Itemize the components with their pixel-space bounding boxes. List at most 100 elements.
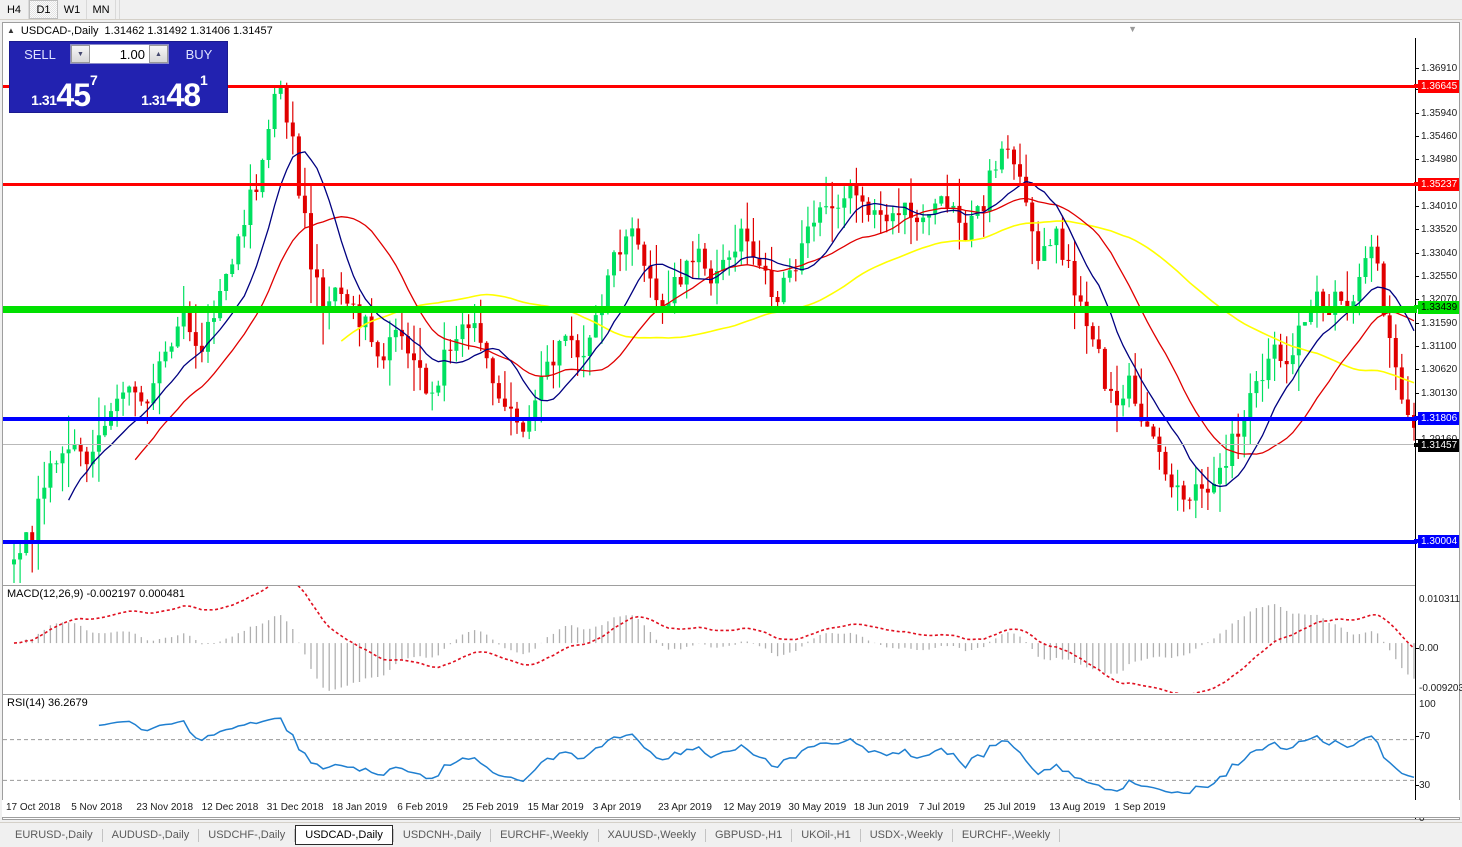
chart-title-bar: ▲ USDCAD-,Daily 1.31462 1.31492 1.31406 … bbox=[3, 23, 1459, 38]
level-price-tag[interactable]: 1.33439 bbox=[1414, 301, 1460, 314]
price-tick-label: 1.32550 bbox=[1421, 271, 1458, 282]
chart-ohlc-values: 1.31462 1.31492 1.31406 1.31457 bbox=[104, 24, 273, 37]
price-tick: 1.30620 bbox=[1416, 364, 1460, 376]
rsi-label: RSI(14) 36.2679 bbox=[7, 697, 88, 709]
price-tick-label: 1.31590 bbox=[1421, 318, 1458, 329]
date-axis-label: 1 Sep 2019 bbox=[1114, 802, 1166, 813]
date-axis-label: 23 Apr 2019 bbox=[658, 802, 712, 813]
chart-tab-ukoilh1[interactable]: UKOil-,H1 bbox=[801, 829, 851, 841]
macd-tick: 0.010311 bbox=[1416, 594, 1460, 606]
macd-plot bbox=[13, 586, 1415, 693]
timeframe-button-d1[interactable]: D1 bbox=[29, 0, 58, 19]
price-tick: 1.32070 bbox=[1416, 294, 1460, 306]
level-tag-marker bbox=[1414, 416, 1418, 420]
buy-label: BUY bbox=[185, 46, 213, 62]
horizontal-level-line[interactable] bbox=[3, 417, 1417, 421]
price-tick-label: 1.30620 bbox=[1421, 364, 1458, 375]
level-tag-marker bbox=[1414, 84, 1418, 88]
level-price-tag[interactable]: 1.31806 bbox=[1414, 412, 1460, 425]
macd-tick-label: 0.00 bbox=[1419, 643, 1439, 654]
timeframe-button-w1[interactable]: W1 bbox=[58, 0, 87, 19]
tab-divider bbox=[597, 828, 599, 842]
sell-label: SELL bbox=[24, 46, 56, 62]
volume-input[interactable]: 1.00 bbox=[119, 46, 145, 62]
chevron-down-icon[interactable]: ▼ bbox=[1128, 24, 1137, 34]
price-tick: 1.33520 bbox=[1416, 224, 1460, 236]
buy-button[interactable]: 1.31 48 1 bbox=[122, 68, 227, 112]
chart-tab-eurusddaily[interactable]: EURUSD-,Daily bbox=[15, 829, 93, 841]
caret-up-icon[interactable]: ▲ bbox=[149, 45, 168, 63]
sell-price-main: 45 bbox=[56, 77, 91, 112]
level-price-tag[interactable]: 1.36645 bbox=[1414, 80, 1460, 93]
timeframe-button-mn[interactable]: MN bbox=[87, 0, 116, 19]
chart-tab-audusddaily[interactable]: AUDUSD-,Daily bbox=[111, 829, 190, 841]
tab-divider bbox=[490, 828, 492, 842]
rsi-tick: 0 bbox=[1416, 813, 1460, 825]
rsi-tick-label: 100 bbox=[1419, 699, 1436, 710]
date-axis-label: 6 Feb 2019 bbox=[397, 802, 448, 813]
chart-tab-eurchfweekly[interactable]: EURCHF-,Weekly bbox=[961, 829, 1051, 841]
chart-symbol-label: USDCAD-,Daily bbox=[20, 24, 99, 37]
buy-price-main: 48 bbox=[166, 77, 201, 112]
price-tick: 1.35460 bbox=[1416, 131, 1460, 143]
horizontal-level-line[interactable] bbox=[3, 85, 1417, 88]
chart-tab-usdchfdaily[interactable]: USDCHF-,Daily bbox=[208, 829, 286, 841]
caret-down-icon[interactable]: ▼ bbox=[71, 45, 90, 63]
horizontal-level-line[interactable] bbox=[3, 306, 1417, 313]
rsi-plot bbox=[3, 717, 1417, 795]
macd-tick-label: 0.010311 bbox=[1419, 594, 1460, 605]
price-tick-label: 1.34980 bbox=[1421, 154, 1458, 165]
horizontal-level-line[interactable] bbox=[3, 183, 1417, 186]
chart-tab-usdcnhdaily[interactable]: USDCNH-,Daily bbox=[402, 829, 482, 841]
price-tick: 1.35940 bbox=[1416, 108, 1460, 120]
macd-indicator-pane[interactable]: MACD(12,26,9) -0.002197 0.000481 bbox=[3, 585, 1417, 693]
date-axis-label: 18 Jan 2019 bbox=[332, 802, 388, 813]
rsi-tick-label: 30 bbox=[1419, 780, 1431, 791]
chart-tab-usdxweekly[interactable]: USDX-,Weekly bbox=[869, 829, 943, 841]
tab-divider bbox=[951, 828, 953, 842]
timeframe-button-h4[interactable]: H4 bbox=[0, 0, 29, 19]
tab-divider bbox=[294, 828, 296, 842]
date-axis-label: 13 Aug 2019 bbox=[1049, 802, 1106, 813]
triangle-up-icon[interactable]: ▲ bbox=[7, 26, 15, 35]
level-price-tag[interactable]: 1.31457 bbox=[1414, 439, 1460, 452]
sell-button[interactable]: 1.31 45 7 bbox=[12, 68, 117, 112]
volume-stepper[interactable]: ▼ 1.00 ▲ bbox=[70, 44, 169, 64]
chart-panel: ▲ USDCAD-,Daily 1.31462 1.31492 1.31406 … bbox=[2, 22, 1462, 824]
price-tick-label: 1.34010 bbox=[1421, 201, 1458, 212]
price-tick: 1.31590 bbox=[1416, 318, 1460, 330]
chart-tab-eurchfweekly[interactable]: EURCHF-,Weekly bbox=[500, 829, 589, 841]
horizontal-level-line[interactable] bbox=[3, 540, 1417, 544]
buy-price-fraction: 1 bbox=[200, 72, 208, 88]
chart-tab-gbpusdh1[interactable]: GBPUSD-,H1 bbox=[714, 829, 783, 841]
price-tick-label: 1.31100 bbox=[1421, 341, 1457, 352]
price-axis-scale[interactable]: 1.369101.364301.359401.354601.349801.344… bbox=[1415, 38, 1462, 824]
buy-price-prefix: 1.31 bbox=[141, 92, 167, 108]
date-axis-label: 15 Mar 2019 bbox=[527, 802, 584, 813]
chart-tab-usdcaddaily[interactable]: USDCAD-,Daily bbox=[295, 825, 393, 845]
macd-label: MACD(12,26,9) -0.002197 0.000481 bbox=[7, 588, 185, 600]
current-price-line bbox=[3, 444, 1417, 445]
rsi-tick-label: 70 bbox=[1419, 731, 1431, 742]
date-axis-label: 31 Dec 2018 bbox=[266, 802, 324, 813]
rsi-tick: 100 bbox=[1416, 699, 1460, 711]
rsi-indicator-pane[interactable]: RSI(14) 36.2679 bbox=[3, 694, 1417, 819]
level-tag-marker bbox=[1414, 305, 1418, 309]
price-tick-label: 1.35460 bbox=[1421, 131, 1458, 142]
date-axis: 17 Oct 2018 5 Nov 2018 23 Nov 2018 12 Dec 2… bbox=[2, 800, 1460, 818]
level-price-tag[interactable]: 1.35237 bbox=[1414, 178, 1460, 191]
price-tick-label: 1.33040 bbox=[1421, 248, 1458, 259]
tab-divider bbox=[101, 828, 103, 842]
tab-divider bbox=[1059, 828, 1061, 842]
date-axis-label: 18 Jun 2019 bbox=[853, 802, 909, 813]
macd-tick: -0.009203 bbox=[1416, 683, 1462, 695]
date-axis-label: 12 May 2019 bbox=[723, 802, 782, 813]
level-tag-marker bbox=[1414, 182, 1418, 186]
chart-tab-xauusdweekly[interactable]: XAUUSD-,Weekly bbox=[607, 829, 696, 841]
level-price-tag[interactable]: 1.30004 bbox=[1414, 535, 1460, 548]
price-tick: 1.33040 bbox=[1416, 248, 1460, 260]
price-tick: 1.32550 bbox=[1416, 271, 1460, 283]
date-axis-label: 12 Dec 2018 bbox=[201, 802, 259, 813]
rsi-tick-label: 0 bbox=[1419, 813, 1425, 824]
date-axis-label: 5 Nov 2018 bbox=[71, 802, 123, 813]
